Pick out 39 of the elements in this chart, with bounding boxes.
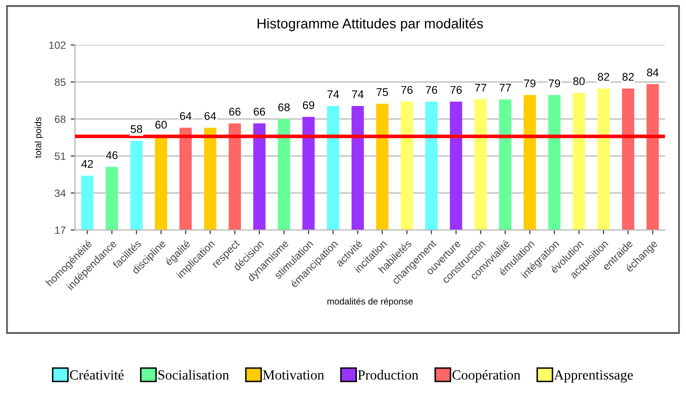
data-label: 46 [106, 151, 118, 160]
legend-label: Coopération [452, 370, 520, 382]
data-label: 69 [302, 101, 314, 110]
data-label: 75 [376, 88, 388, 96]
y-tick-label: 51 [54, 152, 66, 160]
legend-label: Motivation [262, 370, 324, 380]
data-label: 68 [278, 103, 290, 112]
data-label: 66 [254, 108, 266, 116]
legend-label: Apprentissage [554, 370, 633, 382]
legend-label: Créativité [70, 370, 124, 380]
data-label: 58 [130, 125, 142, 134]
data-label: 76 [401, 86, 413, 94]
data-label: 76 [426, 86, 438, 94]
y-tick-label: 85 [54, 78, 66, 86]
y-tick-label: 17 [55, 226, 66, 234]
y-axis-title: total poids [34, 117, 44, 158]
legend-label: Production [358, 370, 418, 380]
y-tick-label: 34 [54, 190, 66, 197]
data-label: 74 [352, 90, 364, 98]
legend-label: Socialisation [158, 370, 229, 380]
y-tick-label: 68 [54, 116, 66, 123]
data-label: 60 [155, 120, 167, 129]
data-label: 79 [524, 79, 536, 88]
data-label: 77 [475, 84, 486, 92]
data-label: 74 [328, 90, 339, 98]
y-tick-label: 102 [49, 42, 66, 49]
data-label: 76 [450, 86, 462, 94]
data-label: 77 [500, 84, 511, 92]
data-label: 82 [622, 72, 634, 81]
data-label: 84 [647, 68, 659, 76]
chart-title: Histogramme Attitudes par modalités [258, 18, 483, 32]
data-label: 64 [180, 112, 192, 120]
data-label: 82 [598, 72, 610, 81]
data-label: 66 [229, 108, 240, 116]
data-label: 80 [573, 77, 585, 86]
data-label: 42 [81, 160, 93, 168]
data-label: 64 [204, 112, 216, 120]
data-label: 79 [548, 79, 560, 88]
x-axis-title: modalités de réponse [327, 298, 413, 306]
